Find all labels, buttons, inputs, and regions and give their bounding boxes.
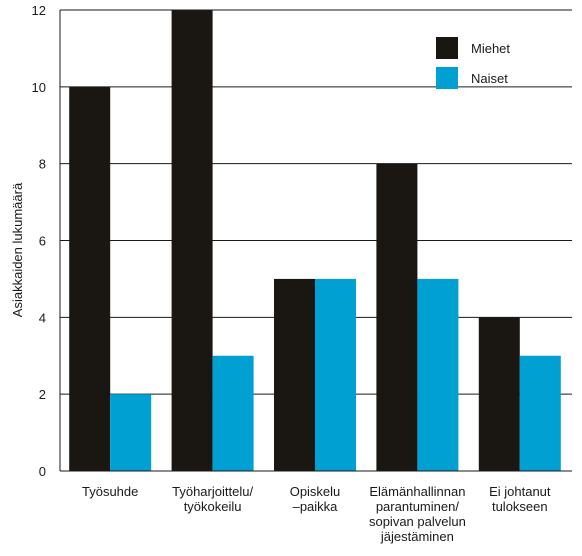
y-tick-label: 8 bbox=[39, 157, 46, 172]
category-label: Työharjoittelu/työkokeilu bbox=[172, 484, 253, 514]
bar-naiset-1 bbox=[110, 394, 152, 471]
bars bbox=[69, 10, 561, 471]
y-tick-label: 2 bbox=[39, 387, 46, 402]
y-tick-label: 0 bbox=[39, 464, 46, 479]
category-labels: Työsuhde Työharjoittelu/työkokeilu Opiskel… bbox=[82, 484, 551, 544]
legend-label: Naiset bbox=[471, 71, 508, 86]
category-label: Työsuhde bbox=[82, 484, 138, 499]
legend-swatch-miehet bbox=[436, 37, 458, 59]
bar-naiset-4 bbox=[417, 278, 459, 471]
category-label: Opiskelu –paikka bbox=[290, 484, 341, 514]
y-tick-label: 4 bbox=[39, 310, 46, 325]
legend: Miehet Naiset bbox=[436, 37, 510, 89]
y-axis-label: Asiakkaiden lukumäärä bbox=[10, 182, 25, 317]
bar-naiset-5 bbox=[519, 355, 561, 471]
bar-miehet-2 bbox=[171, 10, 213, 471]
y-tick-label: 10 bbox=[32, 80, 46, 95]
bar-miehet-3 bbox=[274, 278, 315, 471]
legend-label: Miehet bbox=[471, 41, 510, 56]
bar-miehet-1 bbox=[69, 86, 111, 471]
bar-miehet-4 bbox=[376, 163, 418, 471]
category-label: Ei johtanut tulokseen bbox=[489, 484, 551, 514]
bar-naiset-2 bbox=[212, 355, 254, 471]
y-tick-label: 12 bbox=[32, 3, 46, 18]
bar-naiset-3 bbox=[315, 278, 356, 471]
bar-miehet-5 bbox=[478, 317, 520, 471]
legend-swatch-naiset bbox=[436, 67, 458, 89]
y-tick-labels: 0 2 4 6 8 10 12 bbox=[32, 3, 46, 479]
axes bbox=[59, 10, 572, 472]
category-label: Elämänhallinnan parantuminen/sopivan palv… bbox=[369, 484, 466, 544]
y-tick-label: 6 bbox=[39, 234, 46, 249]
